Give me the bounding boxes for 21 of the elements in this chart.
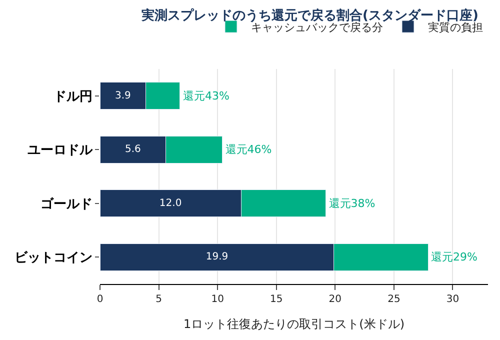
data-label: 3.9 bbox=[114, 90, 131, 102]
x-tick-label: 10 bbox=[211, 294, 224, 305]
x-axis-title: 1ロット往復あたりの取引コスト(米ドル) bbox=[184, 316, 404, 331]
x-tick-label: 20 bbox=[328, 294, 342, 305]
x-tick-label: 25 bbox=[388, 294, 400, 305]
y-tick-label: ドル円 bbox=[53, 89, 92, 104]
data-label: 19.9 bbox=[206, 252, 228, 263]
x-tick-label: 30 bbox=[446, 294, 460, 305]
data-label: 還元46% bbox=[225, 143, 272, 156]
y-tick-label: ゴールド bbox=[40, 196, 92, 212]
data-label: 還元43% bbox=[182, 89, 230, 102]
y-tick-label: ビットコイン bbox=[14, 250, 92, 266]
x-tick-label: 15 bbox=[270, 294, 283, 305]
data-label: 12.0 bbox=[159, 198, 182, 209]
data-label: 還元29% bbox=[431, 250, 478, 264]
legend-label: 実質の負担 bbox=[428, 20, 483, 34]
x-tick-label: 5 bbox=[156, 294, 162, 305]
data-label: 5.6 bbox=[124, 144, 141, 156]
y-tick-label: ユーロドル bbox=[27, 143, 94, 158]
data-label: 還元38% bbox=[328, 196, 376, 210]
x-tick-label: 0 bbox=[96, 294, 104, 305]
